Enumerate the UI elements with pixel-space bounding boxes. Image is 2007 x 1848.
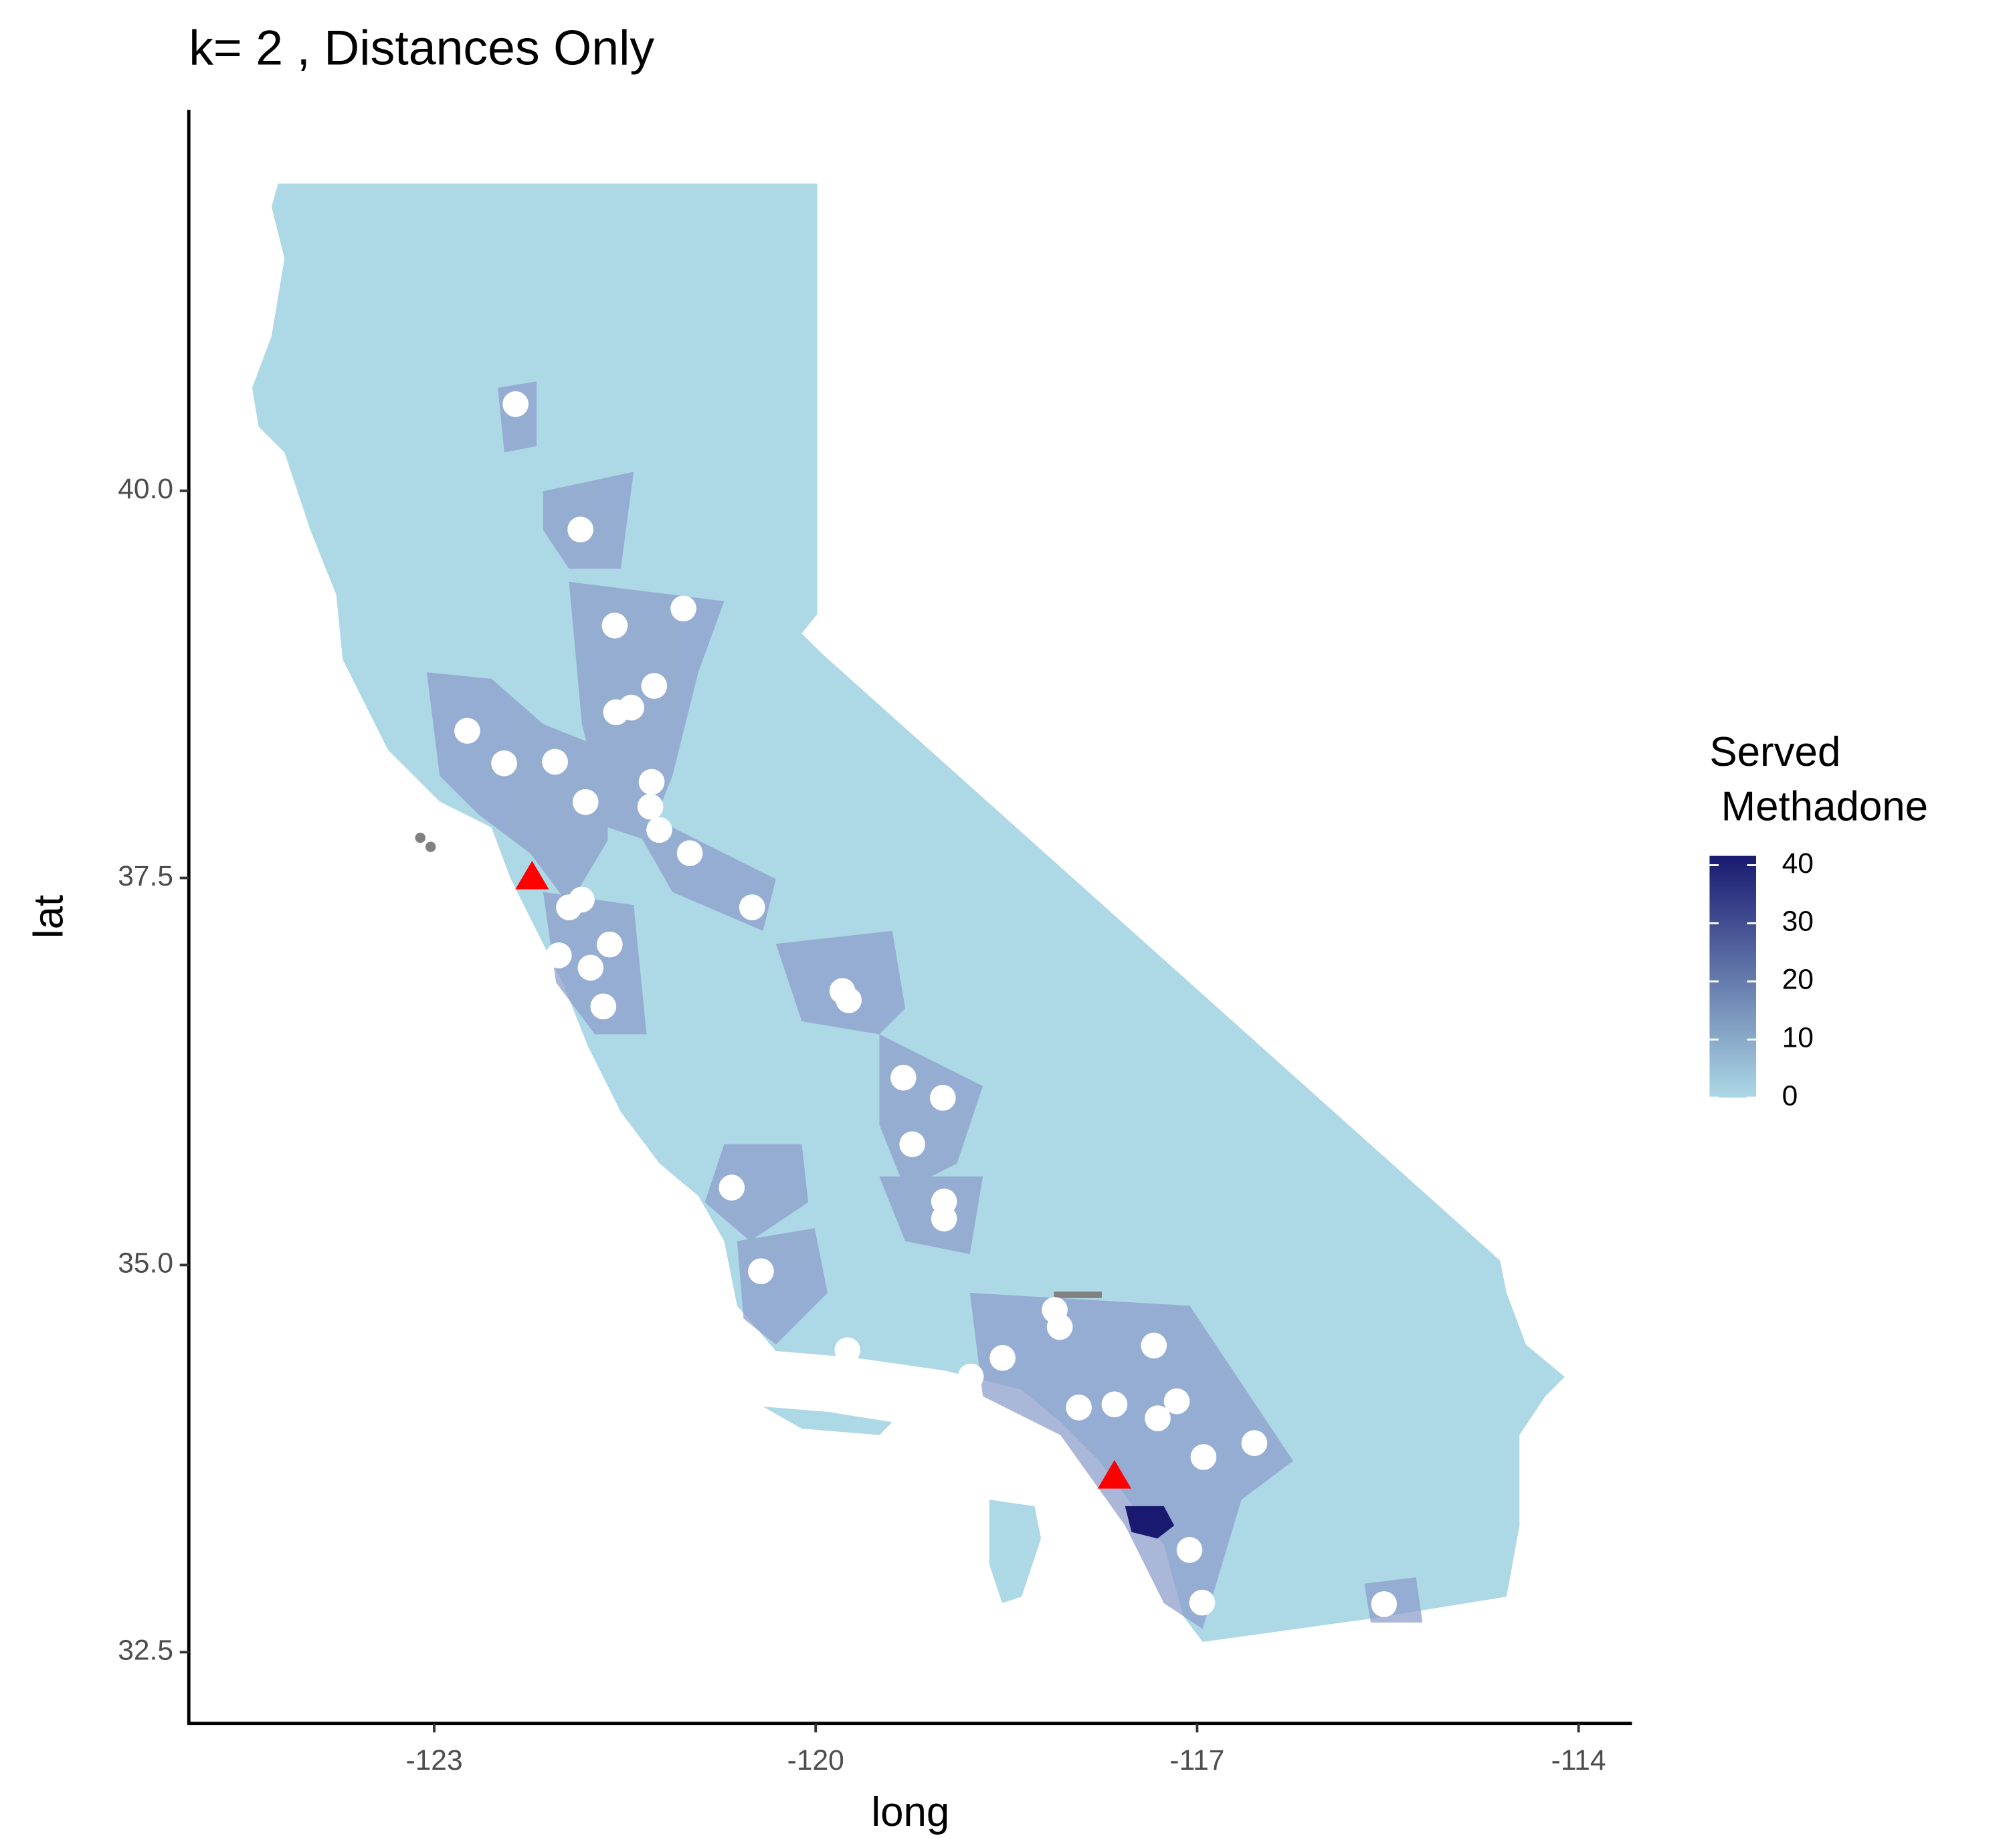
y-tick-label: 37.5 bbox=[118, 861, 173, 892]
x-tick-label: -123 bbox=[405, 1745, 462, 1776]
clinic-point bbox=[567, 516, 593, 543]
clinic-point bbox=[637, 793, 664, 820]
clinic-point bbox=[739, 894, 765, 920]
clinic-point bbox=[1141, 1332, 1167, 1359]
clinic-point bbox=[1046, 1314, 1073, 1340]
y-tick-label: 40.0 bbox=[118, 474, 173, 505]
x-tick-label: -120 bbox=[787, 1745, 844, 1776]
clinic-point bbox=[1163, 1388, 1190, 1415]
legend-tick-label: 20 bbox=[1782, 964, 1814, 996]
clinic-point bbox=[957, 1363, 984, 1390]
clinic-point bbox=[1066, 1395, 1092, 1421]
legend-title: Served bbox=[1709, 729, 1840, 775]
clinic-point bbox=[1241, 1430, 1268, 1456]
y-axis-title: lat bbox=[26, 895, 72, 938]
clinic-point bbox=[931, 1205, 957, 1232]
legend-tick-label: 40 bbox=[1782, 848, 1814, 880]
clinic-point bbox=[899, 1131, 926, 1158]
clinic-point bbox=[646, 817, 672, 843]
islands bbox=[415, 832, 1102, 1298]
dark-region bbox=[1125, 1506, 1175, 1539]
clinic-point bbox=[929, 1085, 956, 1111]
clinic-point bbox=[1371, 1591, 1398, 1617]
y-tick-label: 35.0 bbox=[118, 1248, 173, 1279]
legend-title: Methadone bbox=[1709, 783, 1928, 829]
clinic-point bbox=[989, 1344, 1016, 1371]
chart-title: k= 2 , Distances Only bbox=[189, 21, 654, 76]
clinic-point bbox=[890, 1064, 917, 1091]
legend-colorbar bbox=[1709, 855, 1756, 1098]
y-tick-label: 32.5 bbox=[118, 1635, 173, 1666]
legend-tick-label: 0 bbox=[1782, 1080, 1798, 1112]
clinic-point bbox=[1176, 1537, 1203, 1563]
clinic-point bbox=[601, 612, 628, 639]
clinic-point bbox=[590, 993, 617, 1020]
clinic-point bbox=[641, 673, 668, 699]
x-tick-label: -117 bbox=[1169, 1745, 1224, 1776]
clinic-point bbox=[569, 886, 595, 913]
clinic-point bbox=[834, 1337, 861, 1364]
clinic-point bbox=[572, 789, 599, 815]
clinic-point bbox=[1189, 1589, 1216, 1616]
x-axis-title: long bbox=[871, 1789, 949, 1835]
state-outline bbox=[252, 183, 1565, 1642]
clinic-point bbox=[1190, 1444, 1217, 1470]
clinic-point bbox=[542, 748, 568, 775]
facility-marker bbox=[515, 861, 549, 890]
clinic-point bbox=[748, 1258, 774, 1284]
clinic-point bbox=[491, 750, 517, 777]
clinic-point bbox=[596, 931, 623, 958]
clinic-point bbox=[454, 718, 480, 744]
clinic-point bbox=[670, 595, 696, 622]
clinic-point bbox=[676, 840, 703, 866]
clinic-point bbox=[603, 699, 630, 726]
clinic-point bbox=[836, 987, 862, 1013]
clinic-point bbox=[1101, 1391, 1128, 1418]
legend-tick-label: 10 bbox=[1782, 1022, 1814, 1053]
clinic-point bbox=[638, 768, 665, 795]
x-tick-label: -114 bbox=[1551, 1745, 1606, 1776]
clinic-point bbox=[577, 954, 604, 981]
clinic-point bbox=[502, 391, 529, 417]
clinic-point bbox=[1145, 1405, 1171, 1431]
clinic-point bbox=[545, 942, 572, 968]
facility-marker bbox=[1097, 1460, 1132, 1489]
legend-tick-label: 30 bbox=[1782, 906, 1814, 938]
clinic-point bbox=[719, 1174, 745, 1201]
